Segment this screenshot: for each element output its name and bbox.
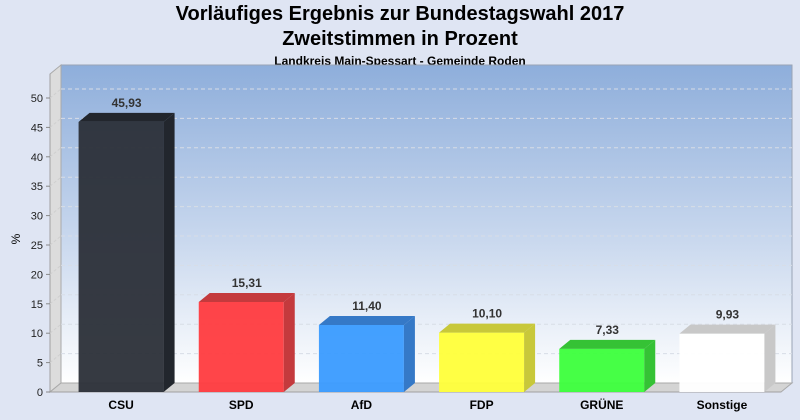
value-label: 45,93 — [112, 96, 142, 110]
gridline-side — [49, 294, 62, 305]
gridline-side — [49, 353, 62, 363]
bar-top — [559, 339, 656, 349]
category-label: Sonstige — [697, 398, 748, 412]
gridline-side — [49, 206, 62, 216]
y-tick-label: 5 — [37, 358, 43, 370]
bar-front — [439, 332, 525, 392]
bar-top — [439, 323, 536, 333]
plot-side-wall — [49, 63, 62, 394]
value-label: 7,33 — [596, 323, 620, 337]
gridline-side — [49, 265, 62, 275]
bar-front — [198, 301, 284, 392]
gridline-side — [49, 118, 62, 128]
bar-afd — [318, 315, 415, 392]
value-label: 10,10 — [472, 307, 502, 321]
y-tick-label: 30 — [31, 211, 43, 223]
y-tick-label: 15 — [31, 299, 43, 311]
bar-front — [679, 333, 765, 392]
gridline-side — [49, 323, 62, 334]
bar-fdp — [439, 323, 536, 392]
bar-front — [78, 121, 164, 392]
bar-spd — [198, 292, 295, 392]
bar-front — [318, 324, 404, 392]
y-tick-label: 35 — [31, 181, 43, 193]
gridline-side — [49, 176, 62, 187]
bar-front — [559, 348, 645, 392]
chart-title: Vorläufiges Ergebnis zur Bundestagswahl … — [175, 3, 625, 25]
gridline-side — [49, 88, 62, 99]
category-label: SPD — [229, 398, 254, 412]
bar-side — [644, 339, 656, 392]
bar-side — [283, 292, 295, 392]
y-tick-label: 25 — [31, 240, 43, 252]
gridline-side — [49, 147, 62, 158]
y-tick-label: 40 — [31, 152, 43, 164]
bar-side — [524, 323, 536, 392]
y-tick-label: 10 — [31, 328, 43, 340]
value-label: 15,31 — [232, 276, 262, 290]
gridline-side — [49, 235, 62, 246]
category-label: CSU — [108, 398, 133, 412]
category-label: FDP — [470, 398, 494, 412]
bar-top — [78, 112, 175, 122]
bar-top — [318, 315, 415, 325]
bar-top — [679, 324, 776, 334]
value-label: 9,93 — [716, 308, 740, 322]
value-label: 11,40 — [352, 299, 382, 313]
bar-csu — [78, 112, 175, 392]
bar-sonstige — [679, 324, 776, 392]
y-axis-label: % — [9, 233, 23, 244]
bar-side — [403, 315, 415, 392]
bar-grne — [559, 339, 656, 392]
y-tick-label: 0 — [37, 387, 43, 399]
bar-side — [163, 112, 175, 392]
bar-top — [198, 292, 295, 302]
y-tick-label: 45 — [31, 122, 43, 134]
y-tick-label: 50 — [31, 93, 43, 105]
category-label: AfD — [351, 398, 373, 412]
chart-subtitle: Zweitstimmen in Prozent — [282, 28, 518, 50]
bar-side — [764, 324, 776, 392]
category-label: GRÜNE — [580, 397, 623, 412]
y-tick-label: 20 — [31, 269, 43, 281]
